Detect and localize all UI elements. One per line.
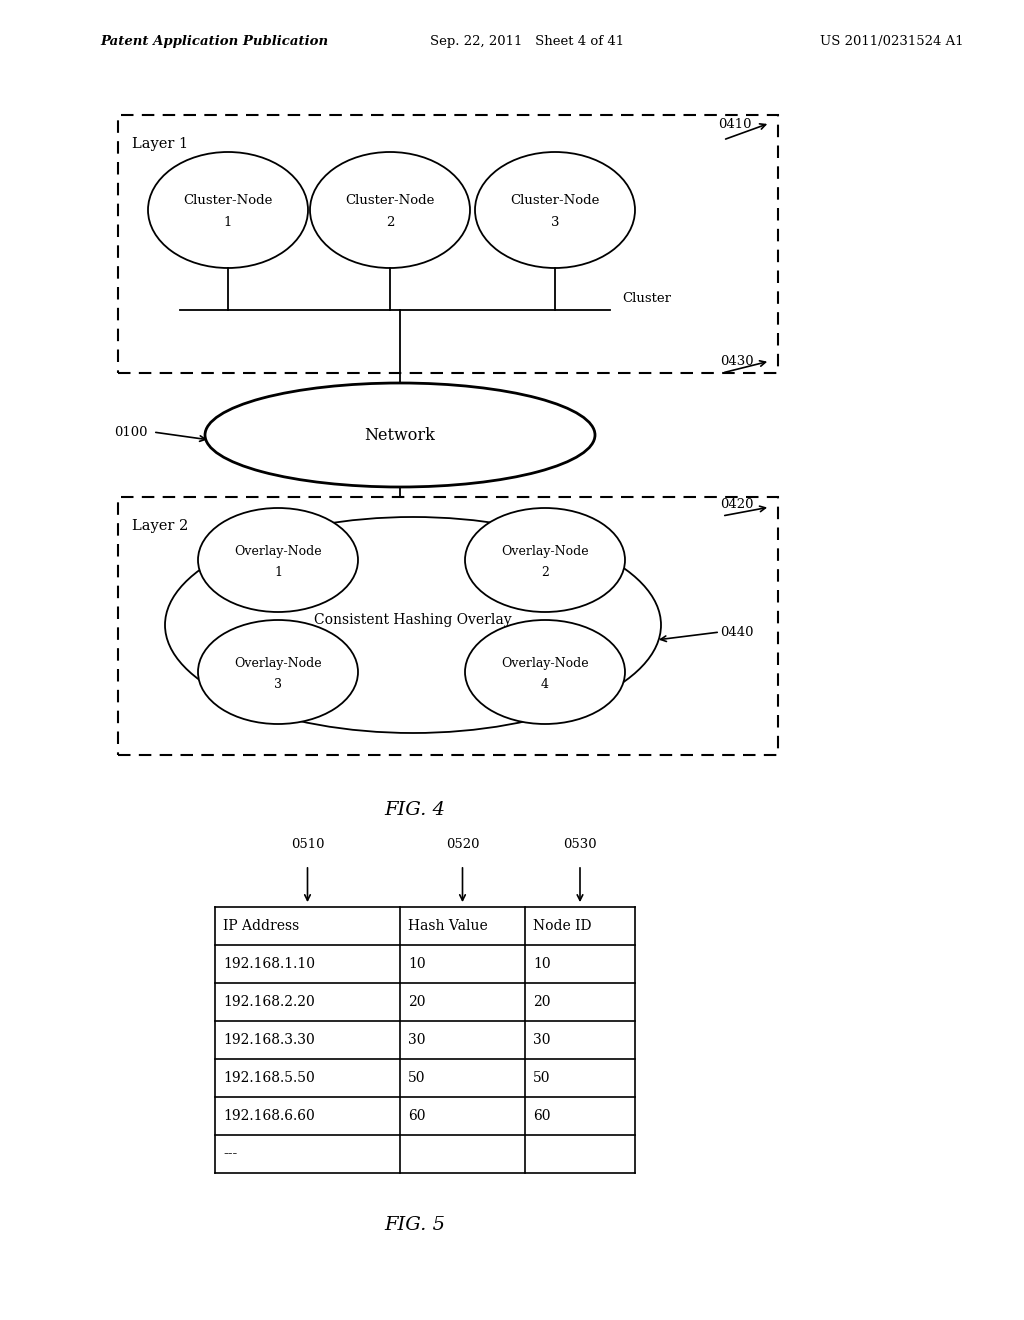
Text: 0410: 0410 (718, 117, 752, 131)
Text: 192.168.1.10: 192.168.1.10 (223, 957, 315, 972)
Text: 30: 30 (534, 1034, 551, 1047)
Text: 0510: 0510 (291, 838, 325, 851)
Bar (118, 498, 778, 755)
Text: ---: --- (223, 1147, 238, 1162)
Text: 0430: 0430 (720, 355, 754, 368)
Text: 2: 2 (541, 566, 549, 579)
Text: 20: 20 (534, 995, 551, 1008)
Text: Overlay-Node: Overlay-Node (501, 544, 589, 557)
Text: Consistent Hashing Overlay: Consistent Hashing Overlay (314, 612, 512, 627)
Text: Network: Network (365, 426, 435, 444)
Text: Overlay-Node: Overlay-Node (501, 656, 589, 669)
Ellipse shape (310, 152, 470, 268)
Text: 0100: 0100 (115, 425, 148, 438)
Text: 0530: 0530 (563, 838, 597, 851)
Text: 0420: 0420 (720, 498, 754, 511)
Text: 60: 60 (534, 1109, 551, 1123)
Text: 0440: 0440 (720, 626, 754, 639)
Text: 50: 50 (408, 1071, 426, 1085)
Text: 3: 3 (551, 216, 559, 230)
Ellipse shape (205, 383, 595, 487)
Text: Cluster-Node: Cluster-Node (183, 194, 272, 207)
Text: 1: 1 (224, 216, 232, 230)
Text: Node ID: Node ID (534, 919, 592, 933)
Text: 3: 3 (274, 678, 282, 692)
Text: 192.168.2.20: 192.168.2.20 (223, 995, 314, 1008)
Ellipse shape (165, 517, 662, 733)
Ellipse shape (465, 620, 625, 723)
Text: 2: 2 (386, 216, 394, 230)
Text: 192.168.5.50: 192.168.5.50 (223, 1071, 314, 1085)
Text: Hash Value: Hash Value (408, 919, 487, 933)
Text: 192.168.3.30: 192.168.3.30 (223, 1034, 314, 1047)
Text: Overlay-Node: Overlay-Node (234, 544, 322, 557)
Text: Cluster: Cluster (622, 292, 671, 305)
Text: Cluster-Node: Cluster-Node (345, 194, 434, 207)
Ellipse shape (475, 152, 635, 268)
Text: 30: 30 (408, 1034, 426, 1047)
Text: 4: 4 (541, 678, 549, 692)
Text: Sep. 22, 2011   Sheet 4 of 41: Sep. 22, 2011 Sheet 4 of 41 (430, 36, 624, 49)
Text: Patent Application Publication: Patent Application Publication (100, 36, 328, 49)
Text: 192.168.6.60: 192.168.6.60 (223, 1109, 314, 1123)
Text: Layer 2: Layer 2 (132, 519, 188, 533)
Bar (118, 115, 778, 374)
Text: IP Address: IP Address (223, 919, 299, 933)
Text: Overlay-Node: Overlay-Node (234, 656, 322, 669)
Text: Cluster-Node: Cluster-Node (510, 194, 600, 207)
Text: 50: 50 (534, 1071, 551, 1085)
Text: 10: 10 (408, 957, 426, 972)
Text: US 2011/0231524 A1: US 2011/0231524 A1 (820, 36, 964, 49)
Text: 1: 1 (274, 566, 282, 579)
Ellipse shape (198, 508, 358, 612)
Text: 0520: 0520 (445, 838, 479, 851)
Ellipse shape (148, 152, 308, 268)
Ellipse shape (465, 508, 625, 612)
Text: 10: 10 (534, 957, 551, 972)
Text: Layer 1: Layer 1 (132, 137, 188, 150)
Ellipse shape (198, 620, 358, 723)
Text: 20: 20 (408, 995, 426, 1008)
Text: FIG. 4: FIG. 4 (384, 801, 445, 818)
Text: 60: 60 (408, 1109, 426, 1123)
Text: FIG. 5: FIG. 5 (384, 1216, 445, 1234)
